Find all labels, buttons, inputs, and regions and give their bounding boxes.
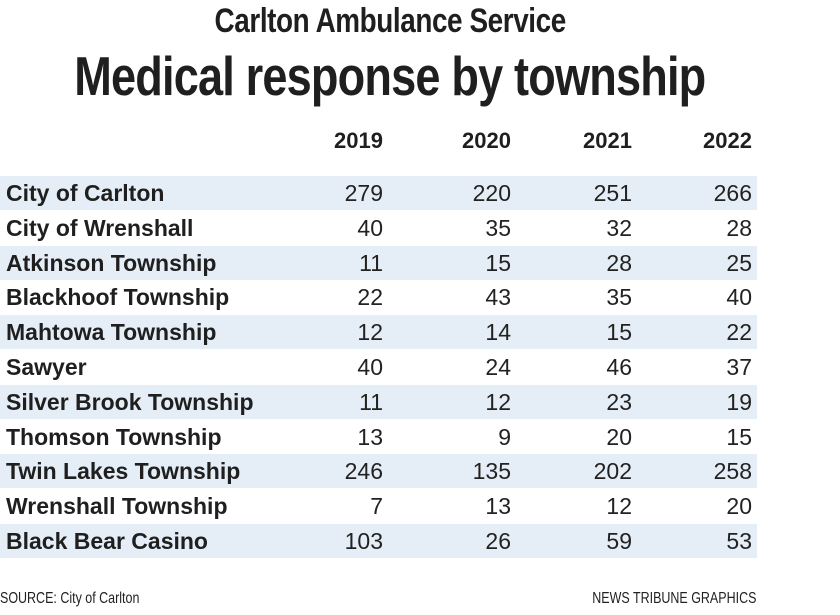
column-header: 2021	[583, 128, 632, 153]
table-cell: 15	[726, 423, 752, 450]
table-cell: 53	[726, 528, 752, 554]
column-header: 2022	[703, 128, 752, 153]
table-cell: 23	[606, 388, 632, 415]
table-row: City of Wrenshall 40 35 32 28	[0, 211, 757, 245]
table-cell: 14	[485, 319, 511, 346]
table-cell: 32	[606, 214, 632, 241]
table-cell: 12	[606, 493, 632, 520]
table-cell: 40	[357, 354, 383, 380]
table-cell: 13	[357, 423, 383, 450]
table-cell: 46	[606, 354, 632, 380]
table-cell: 22	[357, 284, 383, 311]
table-cell: 26	[485, 528, 511, 554]
table-cell: 266	[713, 180, 752, 206]
table-cell: 40	[726, 284, 752, 311]
source-note: SOURCE: City of Carlton	[0, 590, 140, 607]
table-cell: 251	[593, 180, 632, 206]
table-cell: 135	[472, 458, 511, 485]
chart-subtitle: Medical response by township	[74, 45, 706, 107]
table-cell: 25	[726, 249, 752, 276]
table-cell: 37	[726, 354, 752, 380]
table-cell: 35	[485, 214, 511, 241]
table-cell: 7	[370, 493, 383, 520]
table-cell: 28	[726, 214, 752, 241]
table-cell: 258	[713, 458, 752, 485]
chart-title: Carlton Ambulance Service	[214, 2, 566, 40]
row-label: Black Bear Casino	[6, 528, 208, 554]
table-cell: 24	[485, 354, 511, 380]
column-header: 2019	[334, 128, 383, 153]
table-row: Thomson Township 13 9 20 15	[0, 420, 757, 454]
table-cell: 12	[485, 388, 511, 415]
table-cell: 20	[606, 423, 632, 450]
table-row: Sawyer 40 24 46 37	[0, 350, 757, 384]
table-cell: 220	[472, 180, 511, 206]
row-label: Sawyer	[6, 354, 87, 380]
table-row: City of Carlton 279 220 251 266	[0, 176, 757, 210]
table-cell: 202	[593, 458, 632, 485]
table-row: Blackhoof Township 22 43 35 40	[0, 280, 757, 314]
table-cell: 35	[606, 284, 632, 311]
table-cell: 9	[498, 423, 511, 450]
credit-note: NEWS TRIBUNE GRAPHICS	[591, 590, 756, 607]
row-label: Silver Brook Township	[6, 388, 254, 415]
table-cell: 13	[485, 493, 511, 520]
row-label: City of Carlton	[6, 180, 165, 206]
table-cell: 28	[606, 249, 632, 276]
row-label: Blackhoof Township	[6, 284, 230, 311]
table-cell: 11	[359, 388, 383, 415]
row-label: Atkinson Township	[6, 249, 217, 276]
table-row: Atkinson Township 11 15 28 25	[0, 245, 757, 280]
table-cell: 15	[485, 249, 511, 276]
row-label: Thomson Township	[6, 423, 222, 450]
column-header: 2020	[462, 128, 511, 153]
table-cell: 103	[344, 528, 383, 554]
table-cell: 279	[344, 180, 383, 206]
table-row: Mahtowa Township 12 14 15 22	[0, 315, 757, 350]
row-label: Twin Lakes Township	[6, 458, 241, 485]
table-cell: 59	[606, 528, 632, 554]
table-cell: 40	[357, 214, 383, 241]
table-row: Wrenshall Township 7 13 12 20	[0, 489, 757, 523]
row-label: City of Wrenshall	[6, 214, 194, 241]
table-cell: 22	[726, 319, 752, 346]
table-header: 2019 2020 2021 2022	[0, 128, 757, 158]
table-cell: 19	[726, 388, 752, 415]
table-cell: 246	[344, 458, 383, 485]
table-row: Twin Lakes Township 246 135 202 258	[0, 454, 757, 489]
table-cell: 20	[726, 493, 752, 520]
table-row: Black Bear Casino 103 26 59 53	[0, 524, 757, 558]
table-cell: 15	[606, 319, 632, 346]
table-row: Silver Brook Township 11 12 23 19	[0, 384, 757, 419]
table-cell: 12	[357, 319, 383, 346]
row-label: Wrenshall Township	[6, 493, 228, 520]
row-label: Mahtowa Township	[6, 319, 217, 346]
table-cell: 11	[359, 249, 383, 276]
table-cell: 43	[485, 284, 511, 311]
